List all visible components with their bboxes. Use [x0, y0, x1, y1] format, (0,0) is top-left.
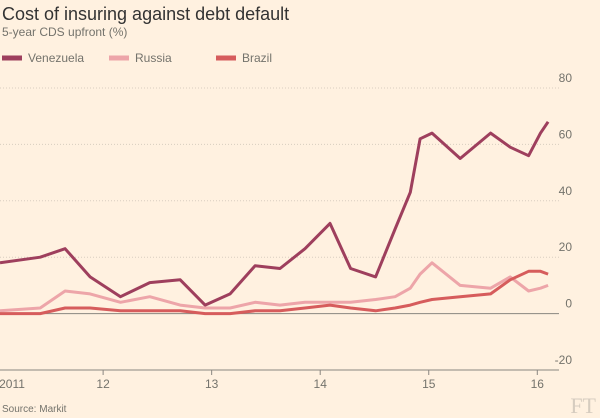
legend-label: Venezuela	[28, 51, 84, 65]
chart-subtitle: 5-year CDS upfront (%)	[2, 25, 127, 39]
x-tick-label: 15	[422, 377, 436, 391]
y-tick-label: 80	[559, 71, 573, 85]
y-tick-label: 20	[559, 240, 573, 254]
x-tick-label: 13	[205, 377, 219, 391]
y-tick-label: 40	[559, 184, 573, 198]
series-line	[0, 269, 549, 316]
chart-title: Cost of insuring against debt default	[2, 4, 289, 24]
legend-label: Russia	[135, 51, 172, 65]
legend-label: Brazil	[242, 51, 272, 65]
x-tick-label: 2011	[0, 377, 25, 391]
x-tick-label: 16	[531, 377, 545, 391]
x-tick-label: 12	[96, 377, 110, 391]
source: Source: Markit	[2, 404, 67, 415]
y-tick-label: 60	[559, 127, 573, 141]
series-line	[0, 120, 550, 307]
x-tick-label: 14	[314, 377, 328, 391]
y-tick-label: 0	[565, 297, 572, 311]
y-tick-label: -20	[555, 353, 573, 367]
logo: FT	[570, 393, 596, 418]
series-line	[0, 261, 549, 313]
